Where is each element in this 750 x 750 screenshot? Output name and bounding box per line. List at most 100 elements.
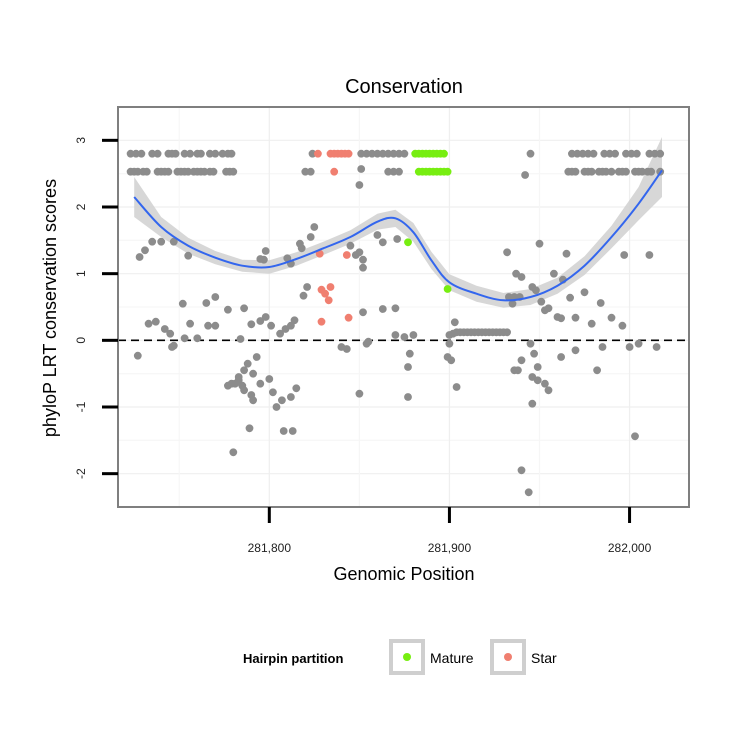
other-point [571,346,580,355]
confidence-band-area [134,137,662,308]
other-point [211,321,220,330]
other-point [193,334,202,343]
other-point [355,181,364,189]
other-point [517,466,526,475]
other-point [631,432,639,441]
other-point [245,424,254,433]
other-point [544,304,553,313]
mature-point [440,149,448,158]
other-point [645,251,654,259]
other-point [209,167,218,176]
legend-title: Hairpin partition [243,651,343,666]
legend: Hairpin partition Mature Star [243,639,557,675]
other-point [211,149,220,158]
other-point [373,149,382,158]
star-point [342,251,351,259]
other-point [503,328,511,337]
other-point [133,351,142,360]
other-point [200,167,209,176]
other-point [400,149,409,158]
y-axis-title: phyloP LRT conservation scores [40,179,60,437]
other-point [521,171,529,179]
other-point [620,251,629,259]
other-point [126,149,135,158]
other-point [355,248,364,257]
other-point [618,321,627,330]
other-point [571,167,580,176]
other-point [384,149,393,158]
other-point [611,149,619,158]
other-point [197,149,205,158]
other-point [452,383,461,391]
other-point [584,149,592,158]
other-point [359,263,367,272]
other-point [287,393,295,401]
other-point [557,353,565,361]
y-tick-label: 0 [74,337,88,344]
other-point [391,304,400,313]
x-axis-ticks: 281,800 281,900 282,000 [248,507,652,555]
other-point [310,223,319,231]
other-point [393,235,402,243]
other-point [652,343,661,351]
other-point [647,167,656,176]
other-point [204,321,213,330]
other-point [395,167,403,176]
other-point [256,379,265,388]
other-point [278,396,286,405]
other-point [573,149,582,158]
other-point [622,167,630,176]
other-point [503,248,511,257]
other-point [261,313,270,321]
other-point [587,319,596,328]
other-point [357,149,366,158]
other-point [532,286,540,295]
other-point [357,165,366,173]
other-point [206,149,214,158]
other-point [645,149,654,158]
other-point [169,237,178,246]
star-point [321,289,329,298]
legend-key-dot [403,653,411,661]
other-point [144,319,153,328]
star-point [315,249,324,258]
other-point [622,149,630,158]
other-point [184,251,193,260]
other-point [166,329,175,338]
other-point [562,249,571,258]
other-point [537,297,546,306]
other-point [596,299,605,307]
star-point [324,296,333,305]
other-point [240,366,249,375]
other-point [589,149,598,158]
other-point [229,167,238,176]
other-point [526,149,535,158]
confidence-band [134,137,662,308]
other-point [550,269,558,278]
other-point [342,345,351,353]
other-point [297,244,306,253]
other-point [133,167,142,176]
other-point [378,305,387,313]
other-point [224,305,232,314]
other-point [301,167,310,176]
other-point [391,331,400,339]
other-point [533,376,542,385]
other-point [384,167,393,176]
other-point [211,293,220,301]
other-point [151,317,160,326]
other-point [557,314,565,323]
other-point [607,167,616,176]
legend-entry-mature: Mature [389,639,474,675]
other-point [169,341,178,350]
other-point [229,448,238,457]
star-point [330,167,339,176]
other-point [650,149,659,158]
other-point [288,427,297,435]
other-point [625,343,634,351]
data-points [126,149,665,497]
other-point [224,381,232,390]
legend-entry-star: Star [490,639,557,675]
other-point [566,293,574,302]
other-point [587,167,596,176]
